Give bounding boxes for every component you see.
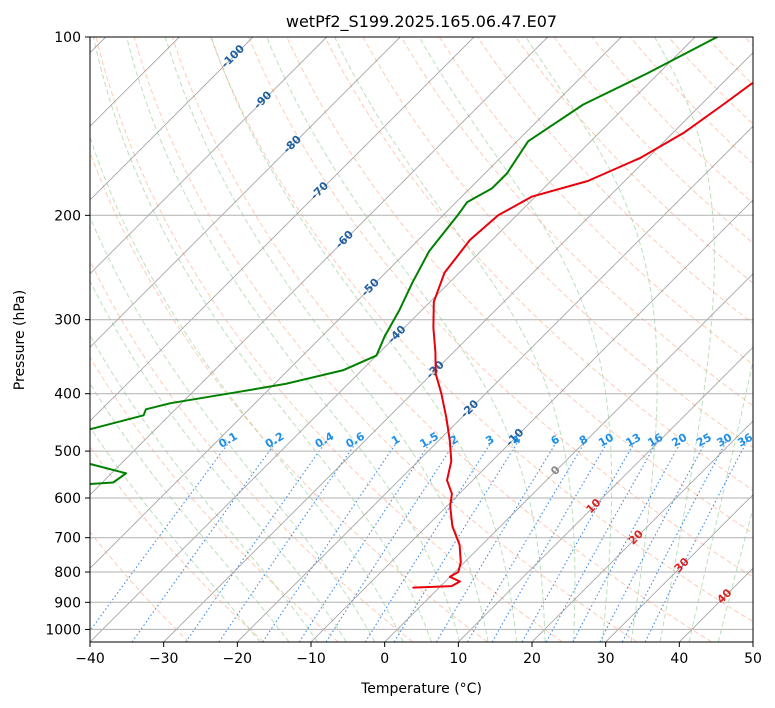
y-tick-label: 1000 <box>45 622 81 638</box>
isotherm-line <box>90 37 401 348</box>
x-tick-label: 0 <box>380 651 389 667</box>
x-tick-label: 20 <box>523 651 541 667</box>
mixing-ratio-line <box>393 440 520 642</box>
pressure-gridlines <box>90 37 753 630</box>
dry-adiabat-line <box>95 37 563 642</box>
dry-adiabat-line <box>90 150 488 642</box>
y-tick-label: 100 <box>54 30 81 46</box>
isotherm-line <box>605 494 753 642</box>
dewpoint-line <box>90 37 719 485</box>
x-tick-label: 10 <box>449 651 467 667</box>
mixing-ratio-lines <box>90 440 748 642</box>
isotherms <box>90 37 753 642</box>
chart-title: wetPf2_S199.2025.165.06.47.E07 <box>286 12 557 32</box>
dry-adiabat-line <box>553 37 753 244</box>
moist-adiabat-line <box>418 37 613 642</box>
mixing-ratio-line <box>521 440 637 642</box>
isotherm-line <box>310 199 753 642</box>
plot-frame <box>89 36 754 643</box>
dry-adiabat-line <box>400 37 753 407</box>
mixing-ratio-line <box>131 440 278 642</box>
mixing-ratio-line <box>298 440 432 642</box>
mixing-ratio-label: 36 <box>735 431 755 450</box>
moist-adiabat-line <box>210 37 517 642</box>
y-tick-label: 400 <box>54 387 81 403</box>
mixing-ratio-line <box>491 440 609 642</box>
profiles <box>90 37 753 589</box>
dry-adiabat-line <box>324 37 753 491</box>
y-tick-label: 200 <box>54 208 81 224</box>
isotherm-line <box>236 125 753 642</box>
moist-adiabat-line <box>717 506 753 642</box>
isotherm-line <box>90 37 549 496</box>
dry-adiabat-line <box>210 37 753 623</box>
x-axis-label: Temperature (°C) <box>360 681 482 697</box>
dry-adiabat-line <box>90 259 414 642</box>
x-tick-label: −30 <box>149 651 179 667</box>
moist-adiabat-line <box>525 37 658 642</box>
x-tick-label: −10 <box>296 651 326 667</box>
y-tick-label: 700 <box>54 531 81 547</box>
plot-area: -100-90-80-70-60-50-40-30-20-10010203040… <box>90 37 755 642</box>
x-tick-label: 50 <box>744 651 762 667</box>
temperature-line <box>412 81 753 589</box>
isotherm-line <box>531 420 753 642</box>
mixing-ratio-line <box>599 440 707 642</box>
moist-adiabat-line <box>92 37 432 642</box>
mixing-ratio-line <box>644 440 748 642</box>
isotherm-line <box>90 37 622 569</box>
moist-adiabat-line <box>334 37 576 642</box>
moist-adiabat-line <box>90 426 261 642</box>
isotherm-line <box>457 346 753 642</box>
x-tick-label: 30 <box>597 651 615 667</box>
y-tick-label: 500 <box>54 444 81 460</box>
isotherm-line <box>384 273 753 642</box>
axes: −40 −30 −20 −10 0 10 20 30 40 50 100 200 300 400 500 60… <box>45 30 762 667</box>
y-tick-label: 300 <box>54 313 81 329</box>
x-tick-label: −40 <box>75 651 105 667</box>
moist-adiabat-line <box>164 37 489 642</box>
dry-adiabat-line <box>90 531 190 642</box>
mixing-ratio-line <box>262 440 399 642</box>
moist-adiabat-line <box>90 279 347 642</box>
isotherm-line <box>90 37 696 642</box>
moist-adiabat-line <box>126 37 461 642</box>
dry-adiabat-line <box>90 356 339 642</box>
dry-adiabat-line <box>591 37 753 204</box>
mixing-ratio-line <box>467 440 587 642</box>
isotherm-line <box>90 37 475 422</box>
dry-adiabat-line <box>248 37 753 578</box>
moist-adiabat-line <box>90 215 376 642</box>
isotherm-line <box>90 37 328 275</box>
y-tick-label: 900 <box>54 595 81 611</box>
y-tick-label: 600 <box>54 491 81 507</box>
dry-adiabat-line <box>477 37 753 325</box>
y-axis-label: Pressure (hPa) <box>12 290 28 390</box>
dry-adiabat-line <box>286 37 753 534</box>
mixing-ratio-line <box>90 440 231 632</box>
x-tick-label: 40 <box>670 651 688 667</box>
moist-adiabat-line <box>654 37 715 642</box>
isotherm-line <box>90 37 254 201</box>
dry-adiabat-line <box>171 37 712 642</box>
y-tick-label: 800 <box>54 565 81 581</box>
mixing-ratio-line <box>218 440 358 642</box>
mixing-ratio-line <box>435 440 558 642</box>
dry-adiabat-line <box>438 37 753 366</box>
mixing-ratio-line <box>185 440 328 642</box>
x-tick-label: −20 <box>223 651 253 667</box>
mixing-ratio-line <box>621 440 728 642</box>
moist-adiabat-line <box>688 358 753 642</box>
dry-adiabat-line <box>133 37 638 642</box>
isotherm-line <box>163 52 753 642</box>
